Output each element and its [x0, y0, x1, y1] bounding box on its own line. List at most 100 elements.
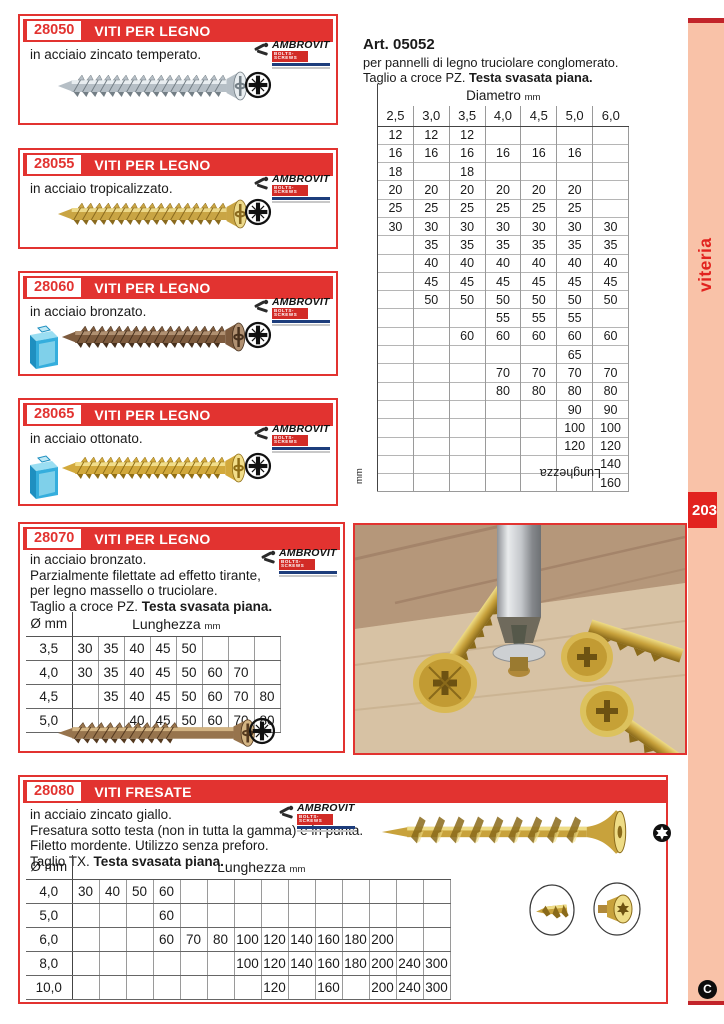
size-cell: 30 — [484, 216, 521, 236]
product-title: VITI FRESATE — [94, 783, 192, 800]
size-cell: 35 — [520, 235, 557, 255]
size-cell: 60 — [448, 326, 486, 346]
size-cell: 140 — [287, 951, 315, 976]
size-cell: 50 — [520, 290, 557, 309]
size-cell: 50 — [412, 290, 450, 309]
size-cell: 12 — [448, 126, 486, 145]
brand-bar — [297, 825, 355, 829]
size-cell: 40 — [412, 253, 450, 273]
size-cell: 100 — [233, 951, 261, 976]
size-cell: 40 — [123, 636, 150, 661]
size-cell — [377, 399, 414, 419]
size-cell — [412, 308, 450, 328]
size-cell — [287, 903, 315, 928]
size-row: 4,0 30 40 50 60 — [26, 879, 451, 904]
ambrovit-logo: AMBROVIT BOLTS-SCREWS — [253, 297, 330, 326]
size-cell — [520, 436, 557, 456]
size-row: 40 40 40 40 40 40 — [377, 253, 629, 273]
product-description: in acciaio bronzato. — [30, 304, 147, 319]
product-box-28080: 28080 VITI FRESATE in acciaio zincato gi… — [18, 775, 671, 1004]
size-cell — [179, 951, 207, 976]
size-cell — [227, 636, 254, 661]
screws-photo — [353, 523, 687, 755]
package-box-icon — [25, 455, 61, 506]
size-cell — [484, 454, 521, 474]
size-cell — [412, 326, 450, 346]
size-cell: 160 — [592, 473, 629, 493]
size-row: 65 — [377, 345, 629, 364]
size-cell: 60 — [592, 326, 629, 346]
product-description: in acciaio zincato temperato. — [30, 47, 202, 62]
size-cell: 50 — [175, 660, 202, 685]
size-cell — [484, 345, 521, 364]
diameter-label: 3,0 — [412, 106, 450, 127]
size-cell: 120 — [592, 436, 629, 456]
table-28080: Ø mm Lunghezza mm 4,0 30 40 50 60 5,0 60 6,0 60 70 8… — [26, 855, 451, 1000]
size-cell — [395, 879, 423, 904]
product-title: VITI PER LEGNO — [94, 406, 211, 423]
size-cell — [556, 473, 593, 493]
size-row: 3,5 30 35 40 45 50 — [26, 636, 281, 661]
screws-photo-graphic — [355, 525, 685, 753]
size-cell: 50 — [484, 290, 521, 309]
product-header: 28080 VITI FRESATE — [23, 780, 667, 803]
size-cell — [448, 399, 486, 419]
size-cell: 40 — [98, 879, 126, 904]
size-cell: 30 — [448, 216, 486, 236]
screw-image — [378, 803, 650, 861]
size-cell: 60 — [520, 326, 557, 346]
catalog-logo-mark: C — [698, 980, 717, 999]
size-cell — [422, 903, 451, 928]
product-title: VITI PER LEGNO — [94, 279, 211, 296]
size-matrix: Lunghezza mm Diametro mm 2,5 3,0 3,5 4,0 4,5 5… — [354, 84, 631, 493]
size-cell: 60 — [484, 326, 521, 346]
size-cell — [484, 126, 521, 145]
size-cell: 160 — [314, 951, 342, 976]
product-header: 28055 VITI PER LEGNO — [23, 153, 333, 176]
size-cell — [592, 198, 629, 218]
screw-image — [60, 317, 250, 357]
diameter-label: 4,0 — [484, 106, 521, 127]
size-cell: 40 — [448, 253, 486, 273]
size-cell — [368, 903, 396, 928]
screw-head-inset — [593, 882, 641, 936]
size-cell — [314, 879, 342, 904]
diametro-header: Diametro mm — [377, 84, 629, 106]
size-cell — [520, 126, 557, 145]
size-cell: 30 — [72, 879, 99, 904]
size-cell — [377, 418, 414, 438]
diameter-label: 6,0 — [592, 106, 629, 127]
sidebar-bottom-rule — [688, 1001, 724, 1005]
size-cell: 20 — [377, 180, 414, 200]
screw-image — [56, 194, 252, 234]
product-header: 28060 VITI PER LEGNO — [23, 276, 333, 299]
size-cell: 35 — [448, 235, 486, 255]
brand-bar — [272, 62, 330, 66]
product-box-28060: 28060 VITI PER LEGNO in acciaio bronzato… — [18, 271, 338, 376]
size-cell: 45 — [556, 271, 593, 291]
size-cell — [377, 381, 414, 401]
size-row: 70 70 70 70 — [377, 363, 629, 383]
size-cell — [201, 636, 228, 661]
brand-name: AMBROVIT — [272, 39, 330, 51]
package-box-icon — [25, 325, 61, 376]
product-box-28070: 28070 VITI PER LEGNO in acciaio bronzato… — [18, 522, 345, 753]
size-cell — [341, 975, 369, 1000]
size-cell: 80 — [484, 381, 521, 401]
size-cell: 300 — [422, 951, 451, 976]
size-cell: 16 — [412, 143, 450, 163]
diam-cell: 4,5 — [26, 684, 73, 709]
diam-cell: 10,0 — [26, 975, 73, 1000]
size-cell: 300 — [422, 975, 451, 1000]
size-cell — [448, 308, 486, 328]
size-cell: 25 — [520, 198, 557, 218]
size-cell — [287, 879, 315, 904]
size-cell — [125, 927, 153, 952]
size-row: 16 16 16 16 16 16 — [377, 143, 629, 163]
size-cell — [377, 436, 414, 456]
size-row: 4,5 35 40 45 50 60 70 80 — [26, 684, 281, 709]
size-cell: 70 — [227, 684, 254, 709]
screws-cluster-icon — [261, 550, 276, 564]
size-row: 120 120 — [377, 436, 629, 456]
size-cell: 240 — [395, 951, 423, 976]
